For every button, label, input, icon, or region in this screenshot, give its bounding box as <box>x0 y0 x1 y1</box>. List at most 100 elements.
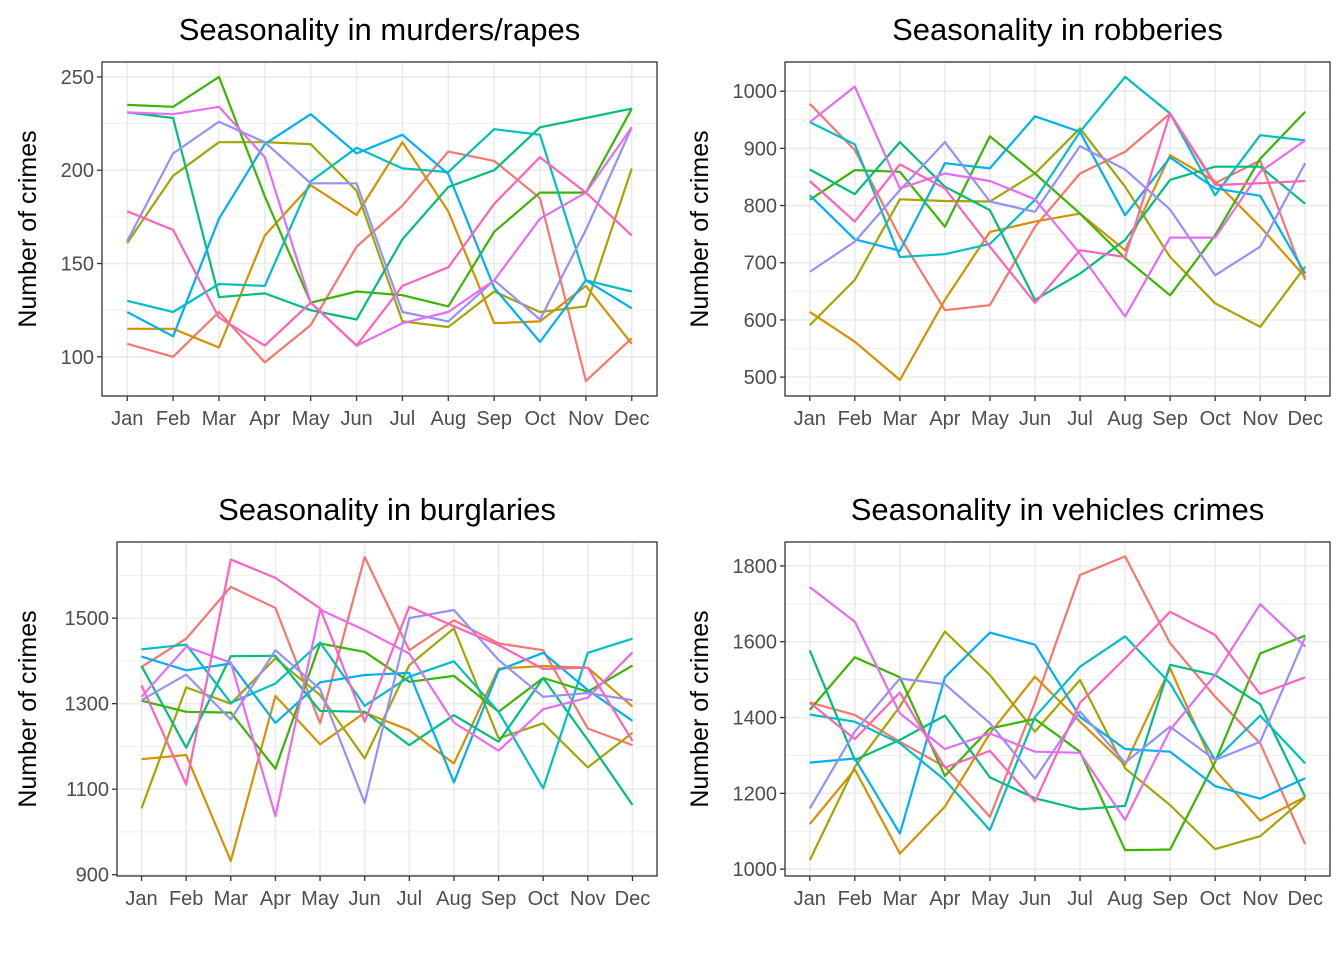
series-line-5 <box>140 654 634 806</box>
series-line-3 <box>808 630 1306 861</box>
y-tick-label: 1400 <box>733 708 778 730</box>
x-tick-label: Aug <box>1107 888 1143 910</box>
series-line-5 <box>127 107 633 321</box>
x-tick-label: Aug <box>436 888 472 910</box>
x-tick-label: May <box>301 888 339 910</box>
series-line-6 <box>141 637 633 790</box>
y-tick-label: 1000 <box>733 81 778 103</box>
x-tick-label: Oct <box>1200 408 1232 430</box>
panel-border <box>101 61 658 397</box>
y-tick-label: 700 <box>744 253 777 275</box>
x-tick-label: Dec <box>615 888 651 910</box>
series-line-9 <box>809 85 1306 318</box>
y-axis-title: Number of crimes <box>686 610 714 807</box>
series-line-2 <box>808 667 1306 855</box>
x-tick-label: Apr <box>249 408 280 430</box>
x-tick-label: Jan <box>794 408 826 430</box>
x-tick-label: Oct <box>524 408 556 430</box>
x-tick-label: Dec <box>1287 888 1323 910</box>
series-line-6 <box>809 635 1307 832</box>
series-line-7 <box>126 113 633 343</box>
x-tick-label: Jul <box>390 408 416 430</box>
x-tick-label: Apr <box>929 888 960 910</box>
panel-border <box>784 61 1331 397</box>
y-tick-label: 1300 <box>65 694 110 716</box>
x-tick-label: Jun <box>1019 888 1051 910</box>
y-tick-label: 250 <box>61 67 94 89</box>
x-tick-label: Nov <box>570 888 606 910</box>
series-line-3 <box>809 127 1307 328</box>
x-tick-label: Oct <box>1200 888 1232 910</box>
y-tick-label: 1100 <box>66 779 109 801</box>
series-line-3 <box>126 141 633 329</box>
x-tick-label: Dec <box>614 408 650 430</box>
y-tick-label: 100 <box>61 347 94 369</box>
y-tick-label: 1500 <box>65 608 110 630</box>
y-axis-title: Number of crimes <box>686 130 714 327</box>
plot-background <box>785 62 1330 396</box>
chart-title: Seasonality in vehicles crimes <box>851 492 1265 527</box>
y-axis-title: Number of crimes <box>14 130 42 327</box>
series-line-10 <box>140 558 634 786</box>
x-tick-label: Apr <box>929 408 960 430</box>
series-line-6 <box>126 128 633 314</box>
y-tick-label: 800 <box>744 196 777 218</box>
x-tick-label: Sep <box>1152 408 1188 430</box>
series-line-4 <box>127 75 633 308</box>
series-line-2 <box>141 664 634 863</box>
panel-border <box>116 541 658 877</box>
y-tick-label: 150 <box>61 254 94 276</box>
x-tick-label: Feb <box>169 888 203 910</box>
y-tick-label: 900 <box>744 138 777 160</box>
x-tick-label: May <box>292 408 330 430</box>
x-tick-label: Feb <box>838 888 872 910</box>
y-axis-title: Number of crimes <box>14 610 42 807</box>
series-line-9 <box>127 105 633 347</box>
x-tick-label: Dec <box>1287 408 1323 430</box>
series-line-5 <box>808 649 1307 811</box>
series-line-7 <box>809 115 1307 275</box>
plot-background <box>102 62 657 396</box>
series-line-1 <box>809 103 1307 312</box>
x-tick-label: Nov <box>1242 888 1278 910</box>
x-tick-label: Jul <box>1067 888 1093 910</box>
panel-4: 1000 1200 1400 1600 1800 Jan Feb Mar Apr May Jun Ju… <box>686 492 1331 910</box>
x-tick-label: Aug <box>1107 408 1143 430</box>
x-tick-label: Sep <box>1152 888 1188 910</box>
x-tick-label: May <box>971 888 1009 910</box>
series-line-8 <box>140 608 633 805</box>
chart-title: Seasonality in robberies <box>892 12 1223 47</box>
x-tick-label: Mar <box>202 408 237 430</box>
x-tick-label: Jan <box>125 888 157 910</box>
series-line-7 <box>809 631 1306 835</box>
y-tick-label: 900 <box>76 865 109 887</box>
y-tick-label: 600 <box>744 310 777 332</box>
x-tick-label: Jan <box>111 408 143 430</box>
series-line-2 <box>127 141 633 349</box>
y-tick-label: 1200 <box>733 783 778 805</box>
series-line-5 <box>809 141 1306 301</box>
x-tick-label: Nov <box>1242 408 1278 430</box>
series-line-1 <box>126 150 633 383</box>
series-line-8 <box>808 636 1307 810</box>
panel-1: 100 150 200 250 Jan Feb Mar Apr May Jun Jul Aug Sep O… <box>14 12 658 430</box>
series-line-8 <box>126 120 633 323</box>
x-tick-label: Mar <box>214 888 249 910</box>
chart-title: Seasonality in burglaries <box>218 492 556 527</box>
panel-3: 900 1100 1300 1500 Jan Feb Mar Apr May Jun Jul Aug S… <box>14 492 658 910</box>
series-line-4 <box>808 634 1306 852</box>
y-tick-label: 200 <box>61 160 94 182</box>
series-line-10 <box>126 156 633 347</box>
x-tick-label: Mar <box>883 888 918 910</box>
y-tick-label: 1600 <box>733 632 778 654</box>
panel-border <box>784 541 1331 877</box>
series-line-1 <box>809 555 1307 845</box>
chart-title: Seasonality in murders/rapes <box>179 12 580 47</box>
x-tick-label: Nov <box>568 408 604 430</box>
x-tick-label: Feb <box>838 408 872 430</box>
x-tick-label: Sep <box>481 888 517 910</box>
x-tick-label: Feb <box>156 408 190 430</box>
x-tick-label: Jun <box>1019 408 1051 430</box>
y-tick-label: 1000 <box>733 859 778 881</box>
